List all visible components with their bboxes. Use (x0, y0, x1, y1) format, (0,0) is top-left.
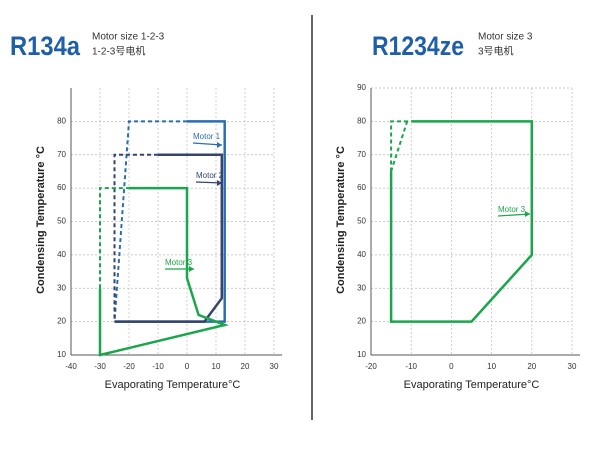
y-tick-label: 70 (57, 150, 66, 159)
x-tick-label: -10 (405, 362, 417, 371)
y-axis-label: Condensing Temperature °C (335, 146, 347, 294)
subtitle: 3号电机 (478, 45, 514, 58)
x-axis-label: Evaporating Temperature°C (404, 379, 540, 391)
x-tick-label: -40 (65, 362, 77, 371)
arrow-head (217, 180, 222, 186)
motor-label: Motor 2 (196, 171, 224, 180)
y-tick-label: 50 (357, 217, 366, 226)
y-tick-label: 90 (357, 83, 366, 92)
x-tick-label: 30 (568, 362, 577, 371)
motor-label: Motor 1 (193, 132, 221, 141)
x-tick-label: -30 (94, 362, 106, 371)
envelope-line (114, 153, 224, 323)
arrow-head (525, 211, 530, 217)
envelope-line (113, 153, 158, 322)
subtitle: 1-2-3号电机 (92, 45, 145, 58)
envelope-line (390, 120, 412, 172)
chart-title: R1234ze (372, 31, 464, 61)
envelope-line (98, 186, 229, 357)
subtitle: Motor size 3 (478, 32, 533, 43)
envelope-line (389, 120, 534, 323)
motor-label: Motor 3 (498, 205, 526, 214)
x-tick-label: 10 (487, 362, 496, 371)
x-tick-label: -20 (365, 362, 377, 371)
arrow (497, 213, 531, 217)
x-tick-label: 0 (449, 362, 454, 371)
x-tick-label: 20 (527, 362, 536, 371)
y-tick-label: 40 (57, 250, 66, 259)
y-tick-label: 40 (357, 250, 366, 259)
envelope-line (113, 120, 187, 322)
x-tick-label: -20 (123, 362, 135, 371)
x-tick-label: -10 (152, 362, 164, 371)
y-tick-label: 30 (57, 283, 66, 292)
y-tick-label: 20 (357, 317, 366, 326)
x-tick-label: 30 (270, 362, 279, 371)
y-axis-label: Condensing Temperature °C (35, 146, 47, 294)
x-axis-label: Evaporating Temperature°C (105, 379, 241, 391)
envelope-line (99, 187, 129, 289)
y-tick-label: 50 (57, 217, 66, 226)
y-tick-label: 80 (357, 116, 366, 125)
y-tick-label: 60 (357, 183, 366, 192)
y-tick-label: 80 (57, 116, 66, 125)
chart-title: R134a (10, 31, 81, 61)
y-tick-label: 10 (57, 350, 66, 359)
subtitle: Motor size 1-2-3 (92, 32, 165, 43)
arrow-head (189, 266, 194, 272)
x-tick-label: 20 (241, 362, 250, 371)
y-tick-label: 10 (357, 350, 366, 359)
x-tick-label: 10 (212, 362, 221, 371)
y-tick-label: 60 (57, 183, 66, 192)
envelope-line (390, 121, 409, 172)
y-tick-label: 20 (57, 317, 66, 326)
arrow-head (217, 142, 222, 148)
x-tick-label: 0 (185, 362, 190, 371)
motor-label: Motor 3 (165, 258, 193, 267)
y-tick-label: 30 (357, 283, 366, 292)
y-tick-label: 70 (357, 150, 366, 159)
